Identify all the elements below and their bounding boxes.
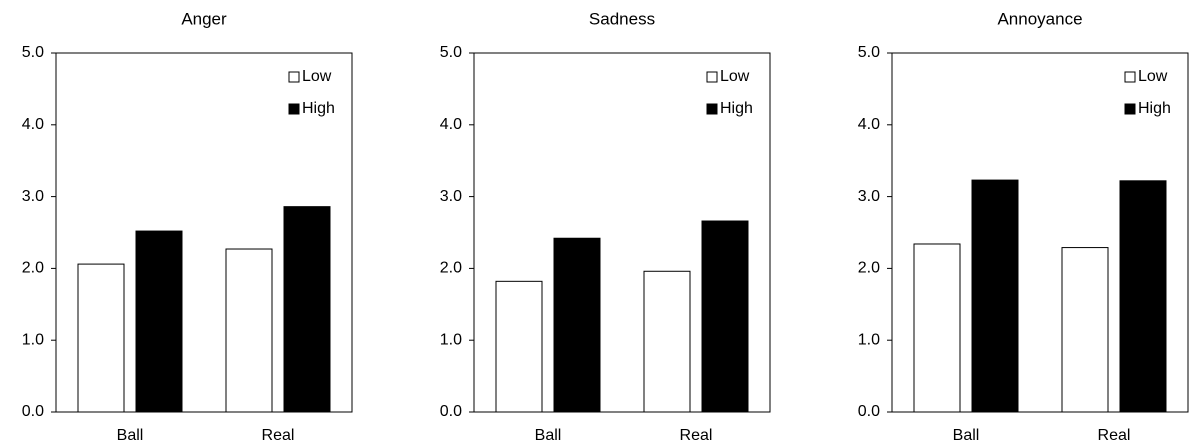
y-tick-label: 0.0 [22, 403, 44, 420]
bar [553, 237, 601, 413]
bar [225, 248, 273, 413]
plot-frame [55, 52, 353, 413]
y-tick-label: 1.0 [858, 331, 880, 348]
plot-frame [891, 52, 1189, 413]
y-tick-label: 1.0 [22, 331, 44, 348]
y-tick-label: 0.0 [858, 403, 880, 420]
x-tick-label: Real [1098, 427, 1131, 444]
bar [971, 179, 1019, 413]
x-tick-label: Ball [953, 427, 980, 444]
plot-frame [473, 52, 771, 413]
y-tick-label: 3.0 [858, 188, 880, 205]
bar [283, 206, 331, 413]
legend-label: High [302, 100, 335, 117]
legend-label: Low [720, 68, 750, 85]
legend-label: High [1138, 100, 1171, 117]
y-tick-label: 2.0 [858, 260, 880, 277]
chart-title: Anger [181, 9, 227, 28]
legend-swatch [288, 71, 300, 83]
bar [913, 243, 961, 413]
y-tick-label: 2.0 [440, 260, 462, 277]
legend-label: High [720, 100, 753, 117]
x-tick-label: Ball [535, 427, 562, 444]
legend-label: Low [302, 68, 332, 85]
legend-swatch [706, 71, 718, 83]
x-tick-label: Real [680, 427, 713, 444]
bar [77, 263, 125, 413]
bar [701, 220, 749, 413]
y-tick-label: 5.0 [858, 44, 880, 61]
chart-title: Sadness [589, 9, 655, 28]
legend-swatch [1124, 71, 1136, 83]
y-tick-label: 4.0 [440, 116, 462, 133]
bar [1061, 247, 1109, 413]
bar [1119, 180, 1167, 413]
y-tick-label: 4.0 [22, 116, 44, 133]
y-tick-label: 5.0 [22, 44, 44, 61]
bar [495, 280, 543, 413]
legend-swatch [1124, 103, 1136, 115]
y-tick-label: 5.0 [440, 44, 462, 61]
bar [135, 230, 183, 413]
y-tick-label: 3.0 [440, 188, 462, 205]
chart-title: Annoyance [997, 9, 1082, 28]
legend-swatch [706, 103, 718, 115]
y-tick-label: 0.0 [440, 403, 462, 420]
y-tick-label: 3.0 [22, 188, 44, 205]
y-tick-label: 2.0 [22, 260, 44, 277]
x-tick-label: Real [262, 427, 295, 444]
y-tick-label: 1.0 [440, 331, 462, 348]
legend-swatch [288, 103, 300, 115]
x-tick-label: Ball [117, 427, 144, 444]
y-tick-label: 4.0 [858, 116, 880, 133]
bar [643, 270, 691, 413]
legend-label: Low [1138, 68, 1168, 85]
